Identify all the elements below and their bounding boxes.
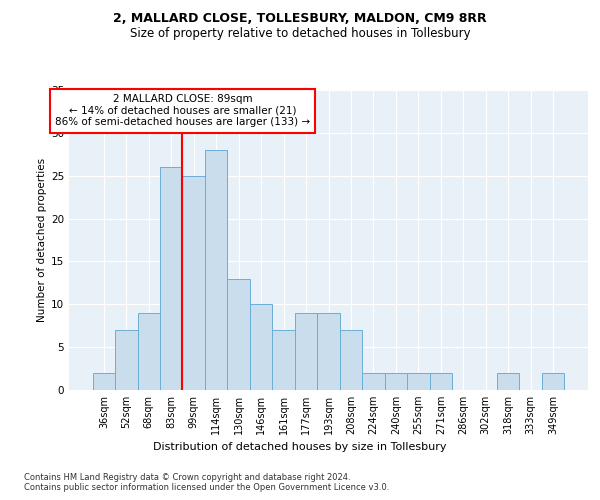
Y-axis label: Number of detached properties: Number of detached properties [37,158,47,322]
Bar [160,167,182,390]
Bar [430,373,452,390]
Bar [272,330,295,390]
Bar [407,373,430,390]
Text: Contains HM Land Registry data © Crown copyright and database right 2024.
Contai: Contains HM Land Registry data © Crown c… [24,472,389,492]
Bar [205,150,227,390]
Bar [137,313,160,390]
Text: 2 MALLARD CLOSE: 89sqm
← 14% of detached houses are smaller (21)
86% of semi-det: 2 MALLARD CLOSE: 89sqm ← 14% of detached… [55,94,310,128]
Text: 2, MALLARD CLOSE, TOLLESBURY, MALDON, CM9 8RR: 2, MALLARD CLOSE, TOLLESBURY, MALDON, CM… [113,12,487,26]
Bar [340,330,362,390]
Bar [295,313,317,390]
Bar [227,278,250,390]
Bar [317,313,340,390]
Bar [182,176,205,390]
Bar [542,373,565,390]
Bar [497,373,520,390]
Bar [385,373,407,390]
Bar [250,304,272,390]
Text: Distribution of detached houses by size in Tollesbury: Distribution of detached houses by size … [153,442,447,452]
Text: Size of property relative to detached houses in Tollesbury: Size of property relative to detached ho… [130,28,470,40]
Bar [115,330,137,390]
Bar [92,373,115,390]
Bar [362,373,385,390]
